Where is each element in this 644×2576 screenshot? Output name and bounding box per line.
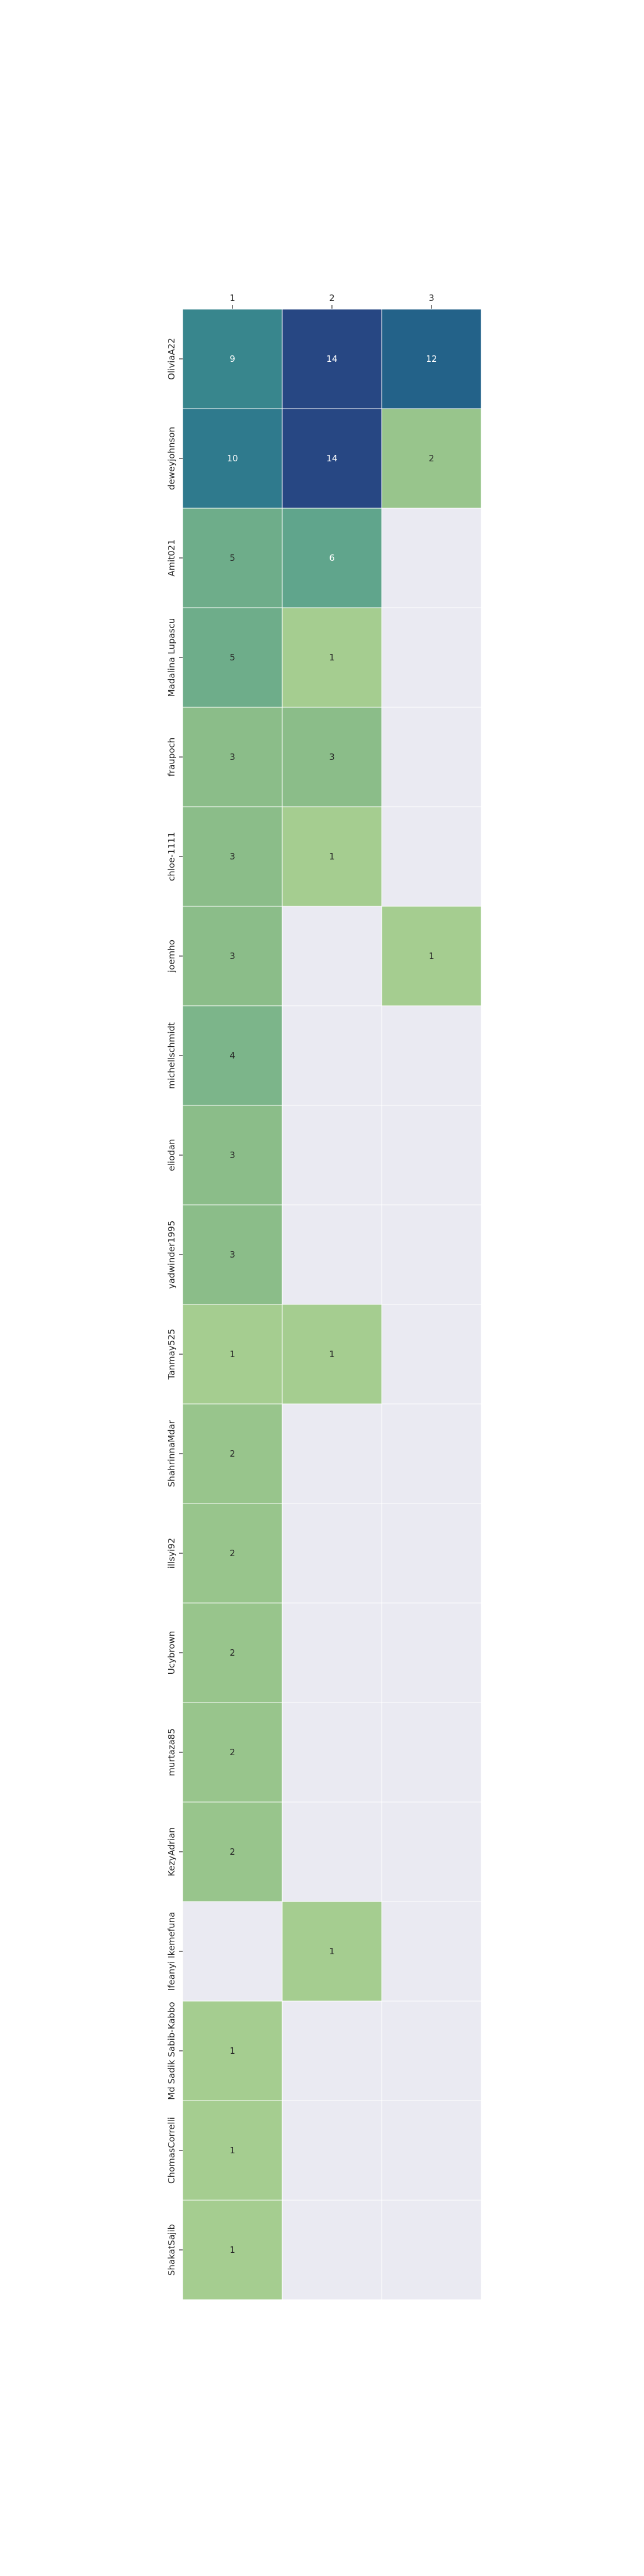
cell-value-label: 4 [229, 1050, 235, 1061]
heatmap-cell [382, 1503, 481, 1603]
y-row-label: michellschmidt [166, 1022, 177, 1089]
heatmap-cell [282, 1205, 382, 1304]
cell-value-label: 1 [329, 1946, 335, 1957]
cell-value-label: 1 [229, 2145, 235, 2156]
y-row-label: Amit021 [166, 539, 177, 577]
y-axis-labels: OliviaA22 deweyjohnson Amit021 Madalina Lup… [166, 338, 183, 2276]
heatmap-cell [282, 2001, 382, 2101]
heatmap-cell [382, 508, 481, 608]
cell-value-label: 2 [229, 1448, 235, 1459]
heatmap-cell [382, 1902, 481, 2001]
heatmap-cell [382, 807, 481, 906]
cell-value-label: 2 [229, 1847, 235, 1857]
y-row-label: yadwinder1995 [166, 1221, 177, 1289]
y-row-label: Madalina Lupascu [166, 618, 177, 697]
y-row-label: chloe-1111 [166, 832, 177, 881]
heatmap-cell [282, 1802, 382, 1902]
y-row-label: murtaza85 [166, 1728, 177, 1776]
cell-value-label: 1 [229, 2046, 235, 2056]
x-tick-label: 1 [229, 293, 235, 303]
cell-value-label: 14 [326, 453, 337, 464]
y-row-label: ShahrinnaMdar [166, 1420, 177, 1487]
heatmap-cell [282, 1703, 382, 1802]
heatmap-cell [382, 707, 481, 807]
cell-value-label: 6 [329, 553, 335, 563]
y-row-label: Tanmay525 [166, 1329, 177, 1381]
cell-value-label: 3 [229, 752, 235, 762]
heatmap-cell [382, 1105, 481, 1205]
heatmap-cells: 9 14 1210 14 25 65 13 33 13 14331 1222221111 [183, 309, 481, 2300]
cell-value-label: 1 [229, 1349, 235, 1359]
y-row-label: ChomasCorrelli [166, 2117, 177, 2184]
heatmap-cell [382, 1304, 481, 1404]
cell-value-label: 2 [229, 1747, 235, 1758]
y-row-label: Ifeanyi Ikemefuna [166, 1912, 177, 1991]
y-row-label: deweyjohnson [166, 427, 177, 490]
heatmap-cell [382, 1802, 481, 1902]
y-row-label: fraupoch [166, 738, 177, 777]
heatmap-cell [282, 906, 382, 1006]
heatmap-cell [282, 1503, 382, 1603]
heatmap-cell [282, 2200, 382, 2300]
heatmap-cell [382, 1603, 481, 1703]
cell-value-label: 3 [329, 752, 335, 762]
cell-value-label: 3 [229, 1249, 235, 1260]
cell-value-label: 1 [329, 652, 335, 663]
cell-value-label: 1 [329, 1349, 335, 1359]
y-row-label: joemho [166, 940, 177, 973]
heatmap-cell [183, 1902, 282, 2001]
heatmap-cell [382, 1205, 481, 1304]
cell-value-label: 3 [229, 951, 235, 961]
heatmap-cell [282, 1404, 382, 1503]
y-row-label: OliviaA22 [166, 338, 177, 380]
y-row-label: eliodan [166, 1139, 177, 1171]
heatmap-cell [382, 608, 481, 707]
x-axis-ticks: 1 2 3 [229, 293, 434, 309]
x-tick-label: 3 [429, 293, 434, 303]
cell-value-label: 5 [229, 553, 235, 563]
cell-value-label: 10 [227, 453, 238, 464]
cell-value-label: 1 [329, 851, 335, 862]
cell-value-label: 14 [326, 354, 337, 364]
heatmap-cell [282, 1105, 382, 1205]
heatmap-cell [282, 2101, 382, 2200]
heatmap-cell [382, 1703, 481, 1802]
x-tick-label: 2 [329, 293, 335, 303]
heatmap-cell [382, 1404, 481, 1503]
cell-value-label: 1 [229, 2245, 235, 2255]
cell-value-label: 5 [229, 652, 235, 663]
y-row-label: ShakatSajib [166, 2224, 177, 2276]
heatmap-cell [382, 2001, 481, 2101]
cell-value-label: 12 [426, 354, 437, 364]
heatmap-cell [282, 1006, 382, 1105]
cell-value-label: 3 [229, 1150, 235, 1160]
heatmap-cell [382, 2101, 481, 2200]
y-row-label: Md Sadik Sabib-Kabbo [166, 2002, 177, 2099]
cell-value-label: 3 [229, 851, 235, 862]
cell-value-label: 9 [229, 354, 235, 364]
cell-value-label: 2 [229, 1548, 235, 1558]
cell-value-label: 2 [429, 453, 434, 464]
heatmap-cell [382, 2200, 481, 2300]
y-row-label: KezyAdrian [166, 1827, 177, 1876]
cell-value-label: 1 [429, 951, 434, 961]
heatmap-cell [282, 1603, 382, 1703]
heatmap-cell [382, 1006, 481, 1105]
y-row-label: illsyi92 [166, 1538, 177, 1568]
y-row-label: Ucybrown [166, 1631, 177, 1674]
cell-value-label: 2 [229, 1647, 235, 1658]
